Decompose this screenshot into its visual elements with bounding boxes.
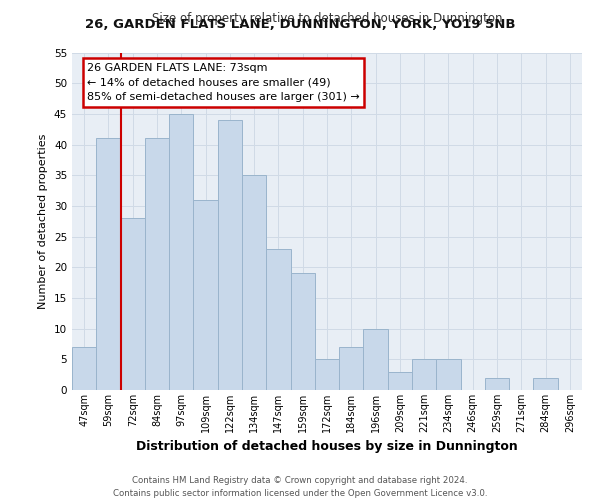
Bar — [96, 138, 121, 390]
Bar — [315, 360, 339, 390]
Bar — [218, 120, 242, 390]
Bar — [242, 175, 266, 390]
Text: 26 GARDEN FLATS LANE: 73sqm
← 14% of detached houses are smaller (49)
85% of sem: 26 GARDEN FLATS LANE: 73sqm ← 14% of det… — [88, 62, 360, 102]
Bar — [436, 360, 461, 390]
Bar — [72, 347, 96, 390]
Bar — [485, 378, 509, 390]
Text: Contains HM Land Registry data © Crown copyright and database right 2024.
Contai: Contains HM Land Registry data © Crown c… — [113, 476, 487, 498]
Bar — [145, 138, 169, 390]
Bar — [169, 114, 193, 390]
Bar — [121, 218, 145, 390]
Y-axis label: Number of detached properties: Number of detached properties — [38, 134, 49, 309]
Bar — [364, 328, 388, 390]
Title: Size of property relative to detached houses in Dunnington: Size of property relative to detached ho… — [152, 12, 502, 25]
Bar — [266, 249, 290, 390]
Bar — [533, 378, 558, 390]
Bar — [290, 274, 315, 390]
Bar — [388, 372, 412, 390]
Bar — [339, 347, 364, 390]
X-axis label: Distribution of detached houses by size in Dunnington: Distribution of detached houses by size … — [136, 440, 518, 454]
Bar — [412, 360, 436, 390]
Bar — [193, 200, 218, 390]
Text: 26, GARDEN FLATS LANE, DUNNINGTON, YORK, YO19 5NB: 26, GARDEN FLATS LANE, DUNNINGTON, YORK,… — [85, 18, 515, 30]
